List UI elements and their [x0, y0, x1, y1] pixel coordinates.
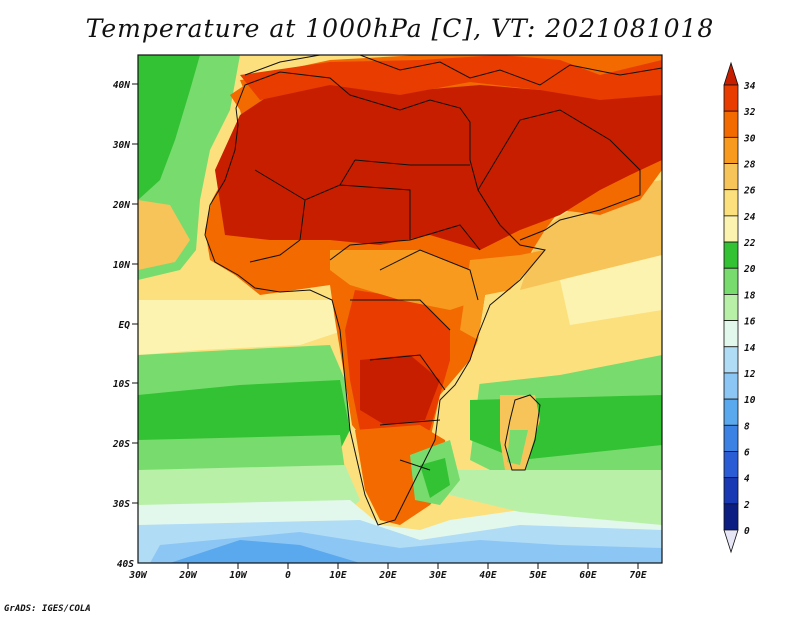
- latitude-axis: 40N 30N 20N 10N EQ 10S 20S 30S 40S: [112, 80, 138, 570]
- colorbar-label: 28: [743, 160, 756, 171]
- colorbar-bottom-arrow: [724, 530, 738, 552]
- colorbar-swatch: [724, 504, 738, 530]
- colorbar-swatch: [724, 164, 738, 190]
- lon-label: 20E: [378, 570, 396, 581]
- colorbar-label: 2: [743, 500, 750, 511]
- colorbar-swatch: [724, 321, 738, 347]
- colorbar-label: 10: [744, 395, 756, 406]
- colorbar-label: 8: [744, 421, 750, 432]
- colorbar-label: 22: [743, 238, 756, 249]
- colorbar-swatch: [724, 242, 738, 268]
- colorbar-swatch: [724, 294, 738, 320]
- lat-label: 20S: [112, 439, 130, 450]
- lat-label: 20N: [112, 200, 130, 211]
- colorbar-label: 34: [743, 81, 756, 92]
- colorbar-swatch: [724, 451, 738, 477]
- lon-label: 50E: [529, 570, 546, 581]
- colorbar-swatch: [724, 478, 738, 504]
- colorbar-swatch: [724, 347, 738, 373]
- lat-label: 40S: [117, 559, 134, 570]
- lon-label: 30E: [428, 570, 446, 581]
- colorbar-label: 26: [743, 186, 756, 197]
- colorbar-label: 32: [743, 107, 756, 118]
- lat-label: EQ: [119, 320, 131, 331]
- temperature-field: [138, 55, 662, 563]
- colorbar-swatch: [724, 190, 738, 216]
- colorbar-swatch: [724, 425, 738, 451]
- colorbar-top-arrow: [724, 63, 738, 85]
- colorbar-swatch: [724, 137, 738, 163]
- colorbar-swatch: [724, 268, 738, 294]
- colorbar-swatch: [724, 85, 738, 111]
- lon-label: 10W: [229, 570, 247, 581]
- colorbar-label: 16: [744, 317, 756, 328]
- colorbar-label: 4: [744, 474, 750, 485]
- lon-label: 20W: [178, 570, 197, 581]
- lat-label: 10N: [113, 260, 130, 271]
- temperature-map: 40N 30N 20N 10N EQ 10S 20S 30S 40S 30W 2…: [0, 0, 800, 618]
- lon-label: 30W: [128, 570, 147, 581]
- lon-label: 0: [285, 570, 291, 581]
- colorbar-label: 12: [744, 369, 756, 380]
- lat-label: 30N: [112, 140, 130, 151]
- lon-label: 10E: [329, 570, 346, 581]
- colorbar-swatch: [724, 399, 738, 425]
- colorbar-label: 24: [743, 212, 756, 223]
- colorbar-swatch: [724, 216, 738, 242]
- colorbar-label: 18: [744, 290, 756, 301]
- lat-label: 10S: [113, 379, 130, 390]
- lat-label: 40N: [113, 80, 130, 91]
- colorbar-swatch: [724, 373, 738, 399]
- lat-label: 30S: [112, 499, 130, 510]
- colorbar-label: 6: [744, 447, 750, 458]
- longitude-axis: 30W 20W 10W 0 10E 20E 30E 40E 50E 60E 70…: [128, 563, 646, 581]
- grads-credit: GrADS: IGES/COLA: [4, 604, 91, 614]
- colorbar-label: 20: [743, 264, 756, 275]
- colorbar-label: 0: [744, 526, 750, 537]
- colorbar-swatch: [724, 111, 738, 137]
- colorbar-label: 14: [744, 343, 756, 354]
- lon-label: 40E: [479, 570, 496, 581]
- colorbar-label: 30: [743, 133, 756, 144]
- lon-label: 60E: [579, 570, 596, 581]
- lon-label: 70E: [629, 570, 646, 581]
